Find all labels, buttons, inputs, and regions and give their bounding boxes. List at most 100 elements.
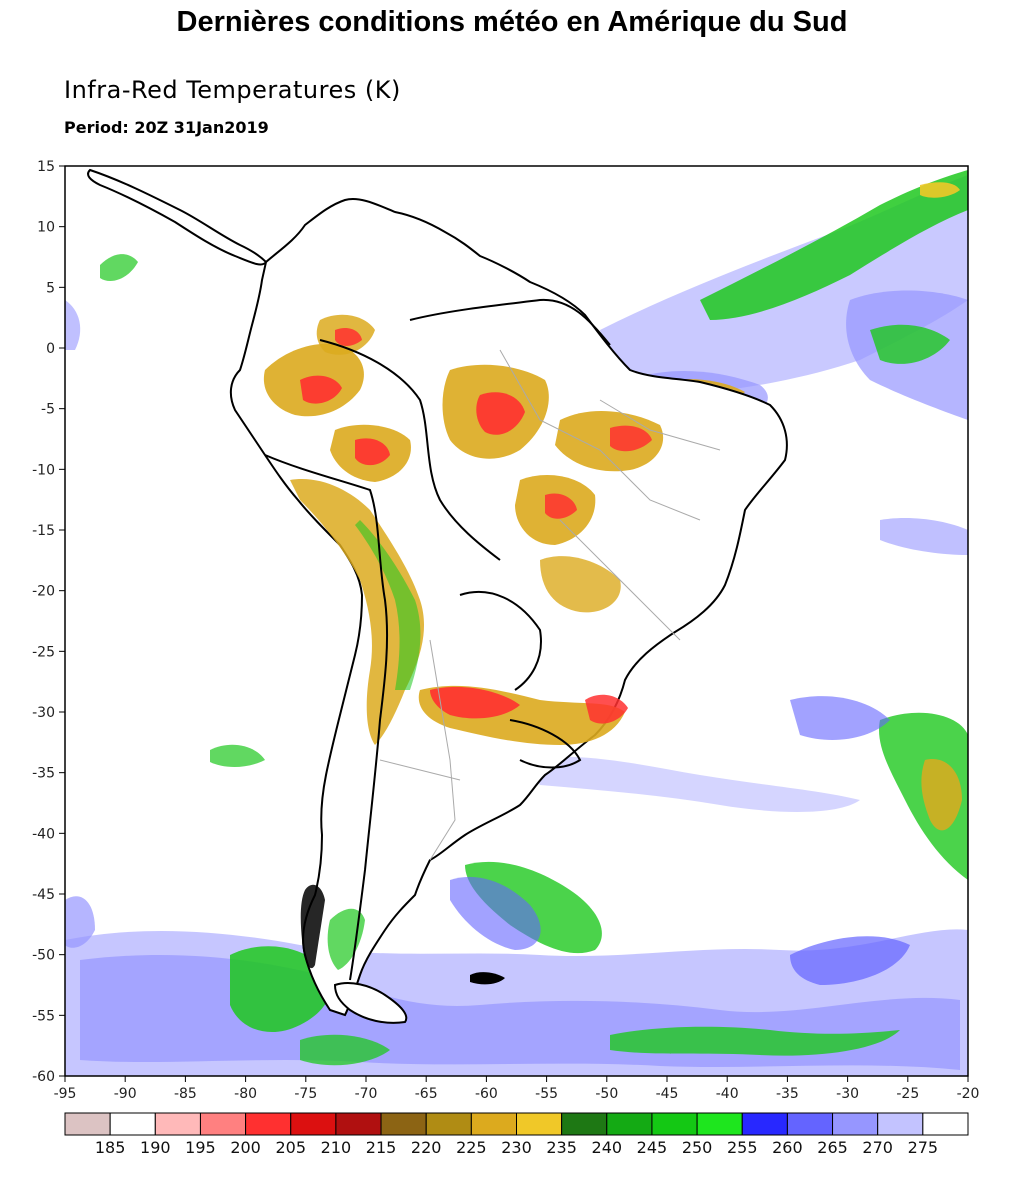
central-america <box>87 168 268 266</box>
itcz-band-yellow <box>920 182 960 198</box>
patagonia-land-cloud <box>327 908 365 970</box>
parana-storm-line-core <box>430 686 520 719</box>
colorbar-label: 225 <box>456 1138 487 1157</box>
lat-tick-label: 5 <box>46 280 55 296</box>
colorbar-swatch <box>922 1112 969 1136</box>
lon-tick-label: -65 <box>415 1086 438 1102</box>
colorbar-swatch <box>109 1112 156 1136</box>
southern-cloud-green-east <box>610 1026 900 1056</box>
colorbar-swatch <box>561 1112 608 1136</box>
colorbar-label: 275 <box>908 1138 939 1157</box>
lat-tick-label: -5 <box>41 402 55 418</box>
colorbar-label: 260 <box>772 1138 803 1157</box>
land-layer <box>87 168 788 1024</box>
pacific-patch-west <box>65 300 81 350</box>
latitude-axis: 15 10 5 0 -5 -10 -15 -20 -25 -30 -35 -40 -45 -50 -55 -6… <box>32 159 65 1085</box>
colorbar-label: 195 <box>185 1138 216 1157</box>
lat-tick-label: -15 <box>32 523 55 539</box>
map-area <box>64 165 969 1077</box>
brazil-storm-east-core <box>610 425 652 452</box>
lat-tick-label: -25 <box>32 644 55 660</box>
lon-tick-label: -20 <box>957 1086 980 1102</box>
border-uruguay <box>509 719 582 769</box>
colorbar-swatch <box>741 1112 788 1136</box>
colorbar-swatch <box>651 1112 698 1136</box>
lon-tick-label: -25 <box>896 1086 919 1102</box>
amazon-storm-north-core <box>300 375 342 404</box>
map-period: Period: 20Z 31Jan2019 <box>64 118 269 137</box>
colorbar-label: 190 <box>140 1138 171 1157</box>
lat-tick-label: -30 <box>32 705 55 721</box>
cloud-fields <box>65 170 968 1076</box>
lon-tick-label: -75 <box>294 1086 317 1102</box>
amazon-storm-central-core <box>476 392 525 435</box>
lat-tick-label: -40 <box>32 826 55 842</box>
page-title: Dernières conditions météo en Amérique d… <box>176 6 848 38</box>
colorbar-label: 215 <box>366 1138 397 1157</box>
south-atlantic-light <box>520 756 860 812</box>
andes-storm-chain-green <box>355 520 421 690</box>
country-borders <box>264 298 611 981</box>
colorbar-label: 200 <box>230 1138 261 1157</box>
state-borders <box>379 349 721 861</box>
colorbar-label: 265 <box>817 1138 848 1157</box>
colorbar-swatch <box>877 1112 924 1136</box>
colorbar-swatch <box>425 1112 472 1136</box>
se-atlantic-cloud-yellow <box>921 759 962 831</box>
lat-tick-label: -35 <box>32 766 55 782</box>
patagonia-islands <box>300 884 325 969</box>
colorbar-label: 255 <box>727 1138 758 1157</box>
colorbar-label: 270 <box>862 1138 893 1157</box>
colorbar-swatch <box>786 1112 834 1136</box>
colorbar-label: 205 <box>275 1138 306 1157</box>
lon-tick-label: -70 <box>355 1086 378 1102</box>
southern-cloud-blue-east <box>790 936 910 985</box>
colorbar-label: 235 <box>546 1138 577 1157</box>
brazil-storm-east <box>555 410 664 472</box>
se-atlantic-cloud-blue <box>790 696 890 740</box>
lon-tick-label: -45 <box>656 1086 679 1102</box>
lon-tick-label: -85 <box>174 1086 197 1102</box>
lat-tick-label: -55 <box>32 1008 55 1024</box>
lon-tick-label: -40 <box>716 1086 739 1102</box>
colorbar-swatch <box>199 1112 247 1136</box>
lon-tick-label: -35 <box>776 1086 799 1102</box>
colorbar-label: 230 <box>501 1138 532 1157</box>
colorbar-label: 250 <box>682 1138 713 1157</box>
lon-tick-label: -30 <box>836 1086 859 1102</box>
itcz-band-green <box>700 170 968 320</box>
brazil-east-atlantic <box>880 518 968 555</box>
border-andes <box>264 454 389 981</box>
andes-storm-chain <box>290 479 425 745</box>
map-title: Infra-Red Temperatures (K) <box>64 76 401 104</box>
amazon-storm-upper-core <box>335 328 362 346</box>
colorbar-swatch <box>516 1112 563 1136</box>
colorbar-swatch <box>290 1112 337 1136</box>
colorbar-label: 245 <box>637 1138 668 1157</box>
longitude-axis: -95 -90 -85 -80 -75 -70 -65 -60 -55 -50 -45 -40 -35 -… <box>54 1076 980 1102</box>
temperature-colorbar: 185 190 195 200 205 210 215 220 225 230 235 240 245 2… <box>64 1112 969 1157</box>
lon-tick-label: -90 <box>114 1086 137 1102</box>
lon-tick-label: -95 <box>54 1086 77 1102</box>
pacific-patch-mid <box>210 744 265 767</box>
lat-tick-label: 0 <box>46 341 55 357</box>
state-border-1 <box>499 349 701 521</box>
patagonia-front-blue <box>450 876 541 950</box>
lat-tick-label: -50 <box>32 948 55 964</box>
pacific-patch-south <box>65 896 95 948</box>
colorbar-label: 210 <box>321 1138 352 1157</box>
state-border-5 <box>599 399 721 451</box>
state-border-4 <box>379 759 461 781</box>
colorbar-swatch <box>606 1112 653 1136</box>
border-brazil-north <box>409 298 611 346</box>
colorbar-swatch <box>245 1112 292 1136</box>
southern-cloud-green-west <box>230 946 331 1033</box>
lon-tick-label: -55 <box>535 1086 558 1102</box>
border-paraguay <box>459 590 542 691</box>
central-brazil-storm <box>540 556 621 613</box>
lat-tick-label: 15 <box>37 159 55 175</box>
brazil-storm-south-core <box>545 493 577 519</box>
border-brazil-west <box>319 339 501 561</box>
southeast-brazil-storm <box>585 694 628 724</box>
